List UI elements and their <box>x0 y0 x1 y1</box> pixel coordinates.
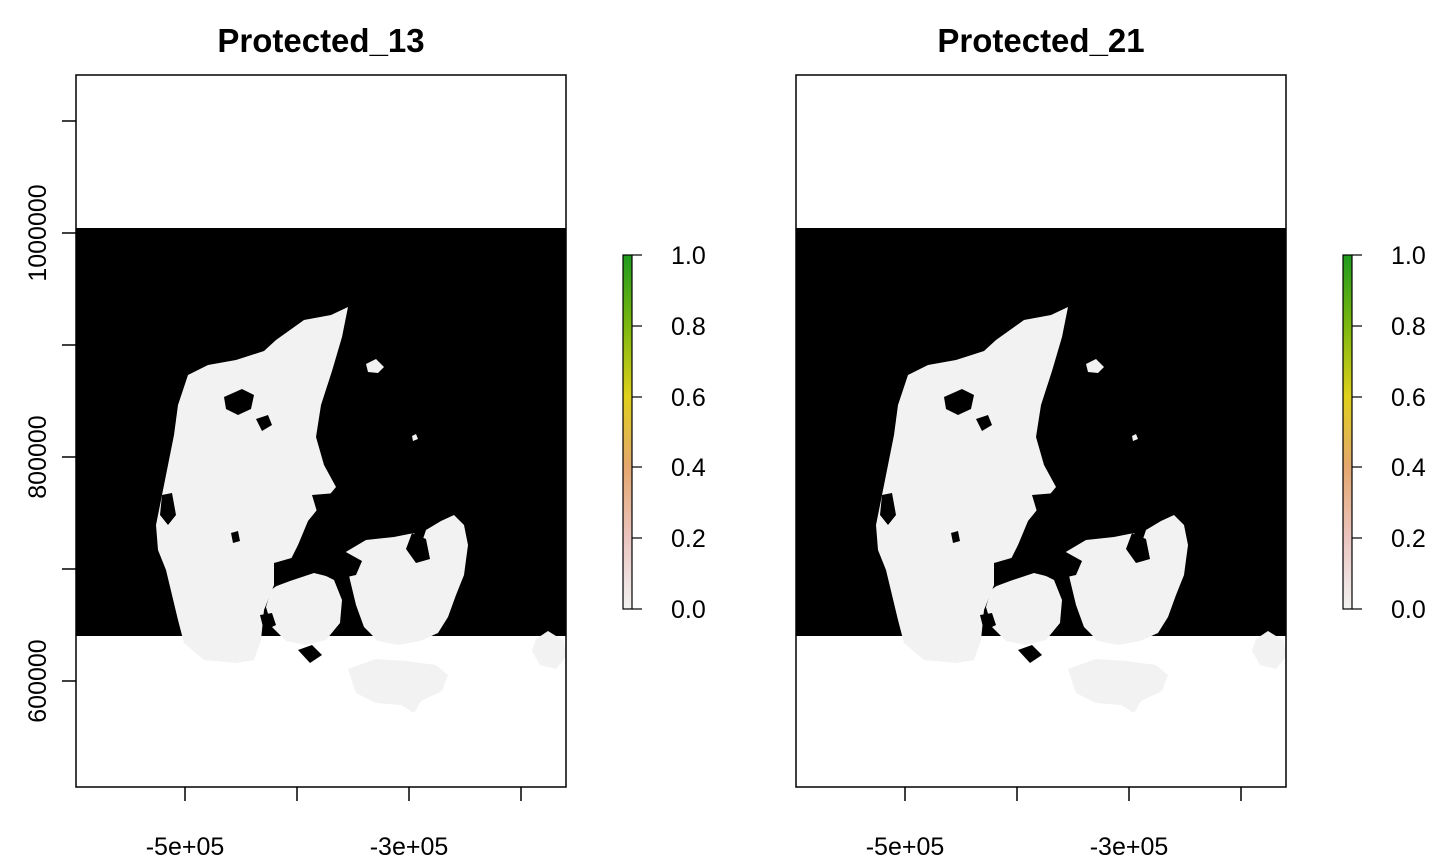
plot-frame <box>75 74 567 788</box>
y-tick-label: 600000 <box>24 639 52 722</box>
color-legend-right: 1.0 0.8 0.6 0.4 0.2 0.0 <box>1342 242 1426 624</box>
legend-tick-label: 1.0 <box>671 242 706 270</box>
x-tick-label: -3e+05 <box>370 833 449 861</box>
legend-tick-label: 0.2 <box>1391 525 1426 553</box>
legend-tick-label: 0.8 <box>1391 313 1426 341</box>
y-tick-label: 1000000 <box>24 184 52 281</box>
x-tick-label: -5e+05 <box>866 833 945 861</box>
color-legend-left: 1.0 0.8 0.6 0.4 0.2 0.0 <box>622 242 706 624</box>
legend-tick-label: 0.8 <box>671 313 706 341</box>
map-panel-protected-21 <box>795 74 1287 788</box>
legend-tick-label: 0.0 <box>1391 596 1426 624</box>
panel-title-left: Protected_13 <box>217 22 424 59</box>
legend-tick-label: 0.6 <box>671 384 706 412</box>
legend-colorbar <box>1342 254 1353 610</box>
legend-tick-label: 0.4 <box>1391 454 1426 482</box>
x-axis-left <box>184 787 522 801</box>
legend-tick-label: 0.6 <box>1391 384 1426 412</box>
legend-colorbar <box>622 254 633 610</box>
y-axis-left <box>62 120 76 682</box>
plot-frame <box>795 74 1287 788</box>
legend-tick-label: 0.4 <box>671 454 706 482</box>
x-tick-label: -5e+05 <box>146 833 225 861</box>
map-panel-protected-13 <box>75 74 567 788</box>
panel-title-right: Protected_21 <box>937 22 1144 59</box>
legend-tick-label: 0.2 <box>671 525 706 553</box>
y-tick-label: 800000 <box>24 415 52 498</box>
x-axis-right <box>904 787 1242 801</box>
x-tick-label: -3e+05 <box>1090 833 1169 861</box>
legend-tick-label: 0.0 <box>671 596 706 624</box>
legend-tick-label: 1.0 <box>1391 242 1426 270</box>
